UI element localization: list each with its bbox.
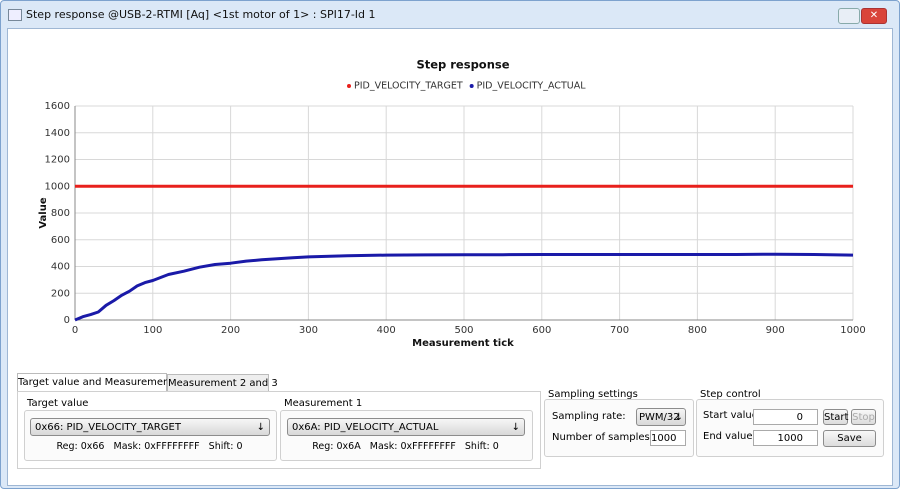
y-tick-label: 1000 (45, 181, 70, 192)
group-label: Measurement 1 (284, 398, 363, 409)
window-title: Step response @USB-2-RTMI [Aq] <1st moto… (26, 8, 376, 21)
register-info: Reg: 0x66 Mask: 0xFFFFFFFF Shift: 0 (56, 441, 243, 452)
field-label: Start value: (703, 410, 762, 421)
y-tick-label: 0 (64, 315, 70, 326)
field-label: Sampling rate: (552, 411, 626, 422)
x-axis-label: Measurement tick (412, 338, 514, 349)
combo-text: 0x6A: PID_VELOCITY_ACTUAL (292, 422, 439, 433)
y-tick-label: 800 (51, 208, 70, 219)
group-label: Sampling settings (548, 389, 638, 400)
x-tick-label: 1000 (840, 325, 865, 336)
stop-button: Stop (851, 409, 876, 425)
y-tick-label: 600 (51, 235, 70, 246)
field-label: Number of samples: (552, 432, 654, 443)
x-tick-label: 0 (72, 325, 78, 336)
legend-label: PID_VELOCITY_ACTUAL (477, 81, 587, 92)
chart: Step response Measurement tick Value 0 20… (38, 58, 866, 350)
y-tick-label: 400 (51, 262, 70, 273)
x-tick-label: 100 (143, 325, 162, 336)
field-label: End value: (703, 431, 756, 442)
restore-button[interactable] (838, 8, 860, 24)
tab-active[interactable]: Target value and Measurement 0 (17, 373, 183, 392)
y-tick-label: 1200 (45, 155, 70, 166)
register-info: Reg: 0x6A Mask: 0xFFFFFFFF Shift: 0 (312, 441, 499, 452)
combo-box[interactable]: 0x6A: PID_VELOCITY_ACTUAL ↓ (287, 418, 525, 436)
x-tick-label: 500 (454, 325, 473, 336)
group-box (696, 399, 884, 457)
combo-text: PWM/32 (639, 412, 680, 423)
group-label: Step control (700, 389, 761, 400)
legend-marker (347, 84, 351, 88)
app-icon (8, 9, 22, 21)
series-line (74, 252, 854, 322)
x-tick-label: 800 (688, 325, 707, 336)
start-button[interactable]: Start (823, 409, 848, 425)
y-tick-label: 1400 (45, 128, 70, 139)
rate-combo[interactable]: PWM/32 ↓ (636, 408, 686, 426)
combo-text: 0x66: PID_VELOCITY_TARGET (35, 422, 181, 433)
chart-title: Step response (416, 58, 509, 72)
x-tick-label: 600 (532, 325, 551, 336)
save-button[interactable]: Save (823, 430, 876, 447)
x-tick-label: 200 (221, 325, 240, 336)
legend-label: PID_VELOCITY_TARGET (354, 81, 463, 92)
x-tick-label: 700 (610, 325, 629, 336)
x-tick-label: 900 (766, 325, 785, 336)
x-tick-label: 300 (299, 325, 318, 336)
y-tick-label: 1600 (45, 101, 70, 112)
group-label: Target value (27, 398, 89, 409)
close-button[interactable]: ✕ (861, 8, 887, 24)
y-tick-label: 200 (51, 288, 70, 299)
x-tick-label: 400 (377, 325, 396, 336)
combo-box[interactable]: 0x66: PID_VELOCITY_TARGET ↓ (30, 418, 270, 436)
end-spinbox[interactable]: 1000 (753, 430, 818, 446)
legend-marker (469, 84, 474, 88)
start-spinbox[interactable]: 0 (753, 409, 818, 425)
y-axis-label: Value (38, 197, 49, 228)
samples-spinbox[interactable]: 1000 (650, 430, 686, 446)
